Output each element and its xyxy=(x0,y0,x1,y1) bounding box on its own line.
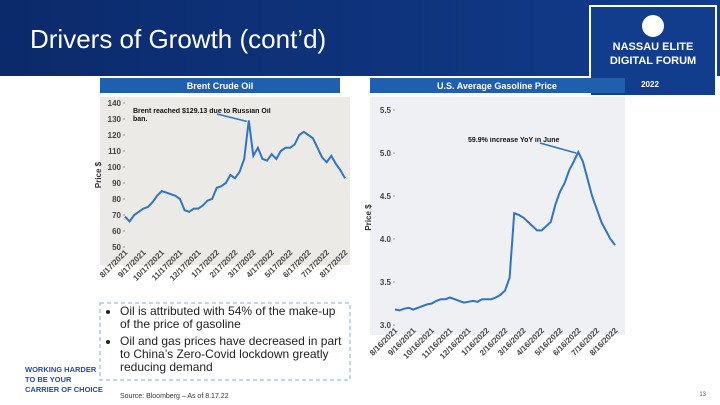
annotation-box: 59.9% increase YoY in June xyxy=(468,137,560,144)
slide-title: Drivers of Growth (cont’d) xyxy=(30,24,326,54)
chart-title: Brent Crude Oil xyxy=(187,81,254,91)
bullet: Oil and gas prices have decreased in par… xyxy=(120,335,348,374)
chart-title: U.S. Average Gasoline Price xyxy=(437,81,557,91)
bullet-area: Oil is attributed with 54% of the make-u… xyxy=(104,305,348,379)
tagline: CARRIER OF CHOICE xyxy=(25,385,103,394)
annotation-arrow xyxy=(216,113,247,123)
y-tick-label: 70 xyxy=(112,211,121,220)
y-axis-label: Price $ xyxy=(94,161,103,188)
y-tick-label: 5.0 xyxy=(380,149,392,158)
chart-header xyxy=(370,78,625,93)
annotation-arrow xyxy=(539,142,577,154)
annotation: Brent reached $129.13 due to Russian Oil… xyxy=(133,108,271,123)
y-tick-label: 120 xyxy=(108,131,122,140)
y-tick-label: 130 xyxy=(108,115,122,124)
y-tick-label: 3.0 xyxy=(380,321,392,330)
logo-icon xyxy=(642,15,664,37)
chart-background xyxy=(100,97,350,265)
y-tick-label: 100 xyxy=(108,163,122,172)
y-axis-label: Price $ xyxy=(364,204,373,231)
y-tick-label: 4.0 xyxy=(380,235,392,244)
y-tick-label: 110 xyxy=(108,147,121,156)
source: Source: Bloomberg – As of 8.17.22 xyxy=(120,393,229,400)
logo-year: 2022 xyxy=(641,80,659,89)
y-tick-label: 3.5 xyxy=(380,278,392,287)
bullet-box xyxy=(99,302,351,381)
bullet-list: Oil is attributed with 54% of the make-u… xyxy=(104,305,348,374)
annotation-box: Brent reached $129.13 due to Russian Oil… xyxy=(133,108,271,123)
y-tick-label: 50 xyxy=(112,243,121,252)
y-tick-label: 140 xyxy=(108,99,122,108)
y-tick-label: 60 xyxy=(112,227,121,236)
data-line xyxy=(394,149,616,312)
chart-background xyxy=(370,97,625,335)
tagline: WORKING HARDER xyxy=(25,365,97,374)
y-tick-label: 5.5 xyxy=(380,106,392,115)
page-number: 13 xyxy=(699,392,706,398)
chart-header xyxy=(100,78,340,93)
logo-name: NASSAU ELITE DIGITAL FORUM xyxy=(609,41,697,67)
data-line xyxy=(124,120,346,223)
bullet: Oil is attributed with 54% of the make-u… xyxy=(120,305,348,331)
tagline: TO BE YOUR xyxy=(25,375,72,384)
y-tick-label: 4.5 xyxy=(380,192,392,201)
y-tick-label: 90 xyxy=(112,179,121,188)
y-tick-label: 80 xyxy=(112,195,121,204)
logo-text-box: NASSAU ELITE DIGITAL FORUM xyxy=(609,41,697,67)
annotation: 59.9% increase YoY in June xyxy=(468,137,560,144)
